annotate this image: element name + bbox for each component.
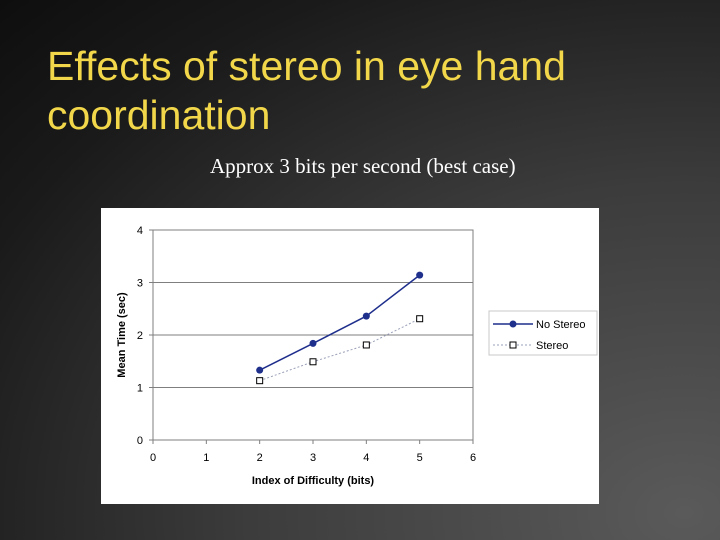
slide-title: Effects of stereo in eye hand coordinati… <box>47 43 566 138</box>
tick-layer: 0 1 2 3 4 0 1 2 3 4 5 6 <box>137 225 476 464</box>
y-tick-label: 1 <box>137 383 143 395</box>
x-tick-label: 2 <box>257 452 263 464</box>
x-tick-label: 0 <box>150 452 156 464</box>
data-point <box>309 358 317 366</box>
legend-label: Stereo <box>536 340 568 352</box>
legend-box <box>488 310 598 356</box>
y-tick-label: 4 <box>137 225 143 237</box>
legend-marker <box>509 320 517 328</box>
legend-label: No Stereo <box>536 319 586 331</box>
data-point <box>256 377 264 385</box>
x-tick-label: 4 <box>363 452 369 464</box>
data-point <box>416 271 424 279</box>
data-point <box>256 366 264 374</box>
legend-marker <box>509 341 517 349</box>
x-tick-label: 3 <box>310 452 316 464</box>
y-tick-label: 0 <box>137 435 143 447</box>
data-point <box>416 315 424 323</box>
grid-layer <box>153 282 473 388</box>
y-tick-label: 2 <box>137 330 143 342</box>
x-axis-title: Index of Difficulty (bits) <box>252 475 375 487</box>
series-line <box>259 318 420 382</box>
y-axis-title: Mean Time (sec) <box>116 292 128 378</box>
data-point <box>362 312 370 320</box>
data-point <box>362 341 370 349</box>
data-point <box>309 339 317 347</box>
series-line <box>259 274 421 371</box>
series-layer <box>256 271 424 385</box>
chart-legend: No Stereo Stereo <box>488 310 598 356</box>
x-tick-label: 5 <box>417 452 423 464</box>
y-tick-label: 3 <box>137 278 143 290</box>
x-tick-label: 1 <box>203 452 209 464</box>
x-tick-label: 6 <box>470 452 476 464</box>
slide-subtitle: Approx 3 bits per second (best case) <box>210 154 516 178</box>
